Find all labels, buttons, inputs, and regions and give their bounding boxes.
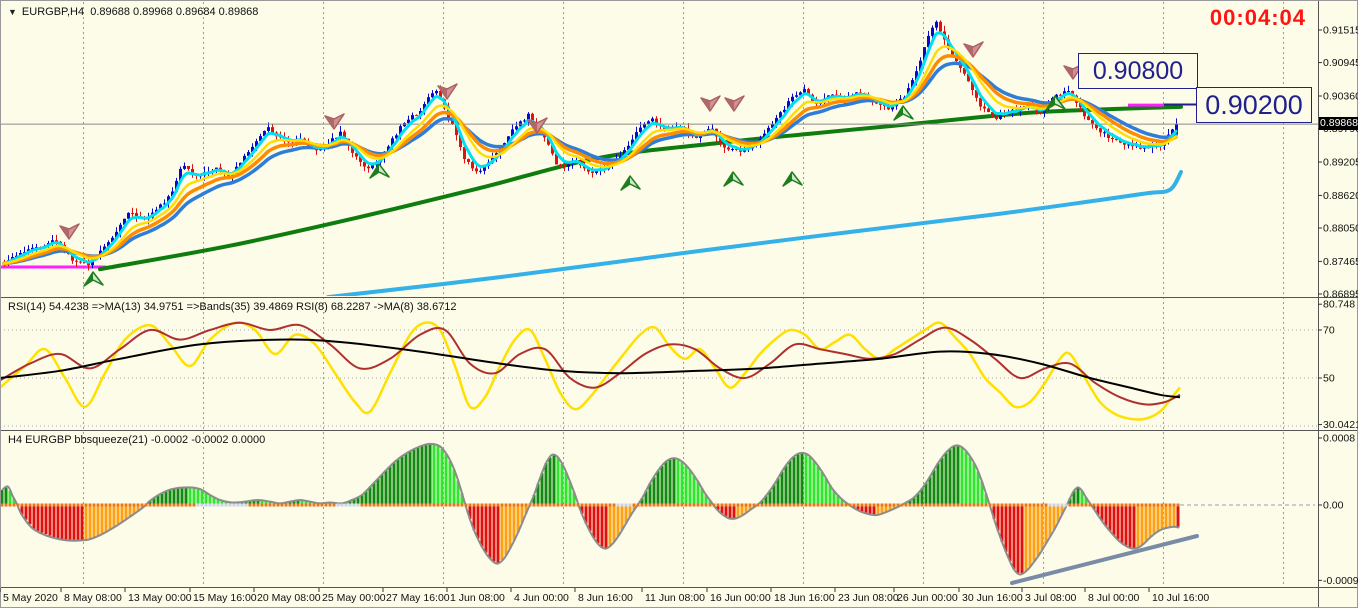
time-axis-label: 26 Jun 00:00 (897, 592, 958, 604)
ohlc-values: 0.89688 0.89968 0.89684 0.89868 (90, 6, 259, 18)
buy-arrow[interactable] (83, 271, 104, 287)
symbol-label: EURGBP,H4 (21, 6, 85, 18)
time-axis-label: 10 Jul 16:00 (1152, 592, 1209, 604)
time-axis-label: 8 Jun 16:00 (578, 592, 633, 604)
candlesticks (3, 20, 1178, 271)
symbol-ohlc-line: ▼ EURGBP,H4 0.89688 0.89968 0.89684 0.898… (8, 6, 258, 18)
time-axis-label: 16 Jun 00:00 (710, 592, 771, 604)
rsi-axis-label: 30.0421 (1323, 419, 1358, 431)
price-axis-label: 0.91515 (1323, 25, 1358, 37)
time-axis-label: 3 Jul 08:00 (1025, 592, 1077, 604)
current-price-badge: 0.89868 (1319, 117, 1358, 130)
squeeze-axis-label: 0.00 (1323, 500, 1344, 512)
main-price-panel[interactable] (0, 20, 1318, 297)
sell-arrow[interactable] (527, 117, 548, 134)
sell-arrow[interactable] (59, 223, 80, 240)
sell-arrow[interactable] (724, 95, 745, 112)
squeeze-panel[interactable] (0, 442, 1316, 585)
rsi-axis-label: 70 (1323, 325, 1335, 337)
price-axis-label: 0.87465 (1323, 256, 1358, 268)
rsi-axis-label: 50 (1323, 373, 1335, 385)
time-axis-label: 25 May 00:00 (322, 592, 386, 604)
time-axis-label: 8 May 08:00 (64, 592, 122, 604)
price-axis-label: 0.88050 (1323, 222, 1358, 234)
time-axis-label: 1 Jun 08:00 (450, 592, 505, 604)
price-alert-label-0-90800[interactable]: 0.90800 (1078, 53, 1198, 89)
symbol-dropdown-icon[interactable]: ▼ (8, 7, 17, 17)
price-axis-label: 0.89205 (1323, 156, 1358, 168)
squeeze-axis-label: -0.0009 (1323, 575, 1358, 587)
price-alert-label-0-90200[interactable]: 0.90200 (1196, 87, 1312, 123)
price-axis-label: 0.88620 (1323, 190, 1358, 202)
time-axis-label: 8 Jul 00:00 (1088, 592, 1140, 604)
buy-arrow[interactable] (893, 105, 914, 121)
time-axis-label: 5 May 2020 (3, 592, 58, 604)
rsi-axis-label: 80.748 (1323, 299, 1355, 311)
sell-arrow[interactable] (324, 113, 345, 130)
time-axis-label: 11 Jun 08:00 (645, 592, 705, 604)
sell-arrow[interactable] (963, 41, 984, 58)
price-axis-label: 0.86895 (1323, 288, 1358, 300)
candle-countdown-timer: 00:04:04 (1209, 5, 1306, 30)
time-axis-label: 15 May 16:00 (193, 592, 257, 604)
buy-arrow[interactable] (369, 163, 390, 179)
time-axis[interactable]: 5 May 2020 8 May 08:00 13 May 00:00 15 May … (0, 588, 1209, 604)
squeeze-axis-label: 0.0008 (1323, 433, 1355, 445)
price-axis-label: 0.90360 (1323, 90, 1358, 102)
price-axis-label: 0.90945 (1323, 57, 1358, 69)
time-axis-label: 13 May 00:00 (128, 592, 192, 604)
buy-arrow[interactable] (723, 171, 744, 187)
price-scale[interactable]: 0.915150.909450.903600.897900.892050.886… (1318, 25, 1358, 587)
time-axis-label: 4 Jun 00:00 (514, 592, 569, 604)
time-axis-label: 20 May 08:00 (257, 592, 321, 604)
time-axis-label: 30 Jun 16:00 (962, 592, 1023, 604)
time-axis-label: 27 May 16:00 (386, 592, 450, 604)
rsi-indicator-header: RSI(14) 54.4238 =>MA(13) 34.9751 =>Bands… (8, 301, 457, 313)
buy-arrow[interactable] (782, 171, 803, 187)
squeeze-indicator-header: H4 EURGBP bbsqueeze(21) -0.0002 -0.0002 … (8, 434, 266, 446)
time-axis-label: 18 Jun 16:00 (774, 592, 835, 604)
rsi-panel[interactable] (0, 321, 1318, 427)
buy-arrow[interactable] (1045, 95, 1066, 111)
sell-arrow[interactable] (700, 95, 721, 112)
time-axis-label: 23 Jun 08:00 (838, 592, 899, 604)
buy-arrow[interactable] (620, 175, 641, 191)
sell-arrow[interactable] (437, 83, 458, 100)
